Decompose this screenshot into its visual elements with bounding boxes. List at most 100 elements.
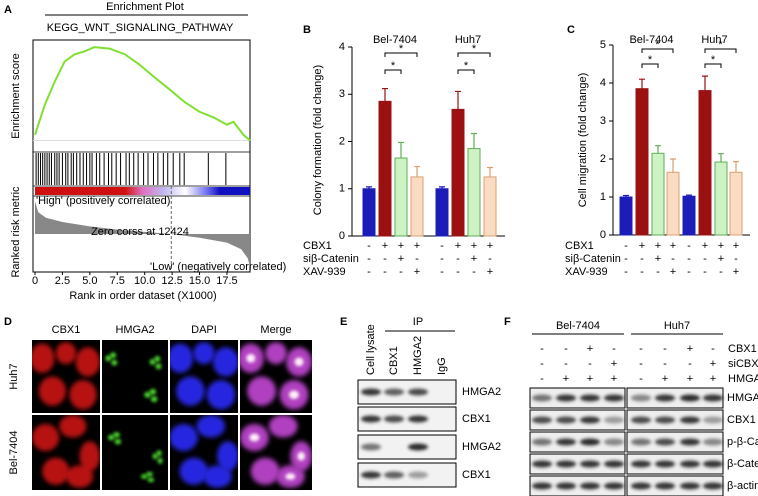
condition-label: XAV-939 [565,266,608,278]
band [631,416,651,424]
error-bar [702,75,708,91]
band [604,416,624,424]
condition-sign: - [367,253,371,265]
band [580,394,600,402]
condition-sign: - [612,343,616,355]
y-tick-label: 1 [339,183,345,195]
condition-sign: - [711,343,715,355]
condition-sign: + [398,240,404,252]
y-tick-label: 2 [339,135,345,147]
condition-label: siCBX1 [728,358,758,370]
significance-star: * [655,39,660,51]
stain [110,352,117,359]
plot-title: Enrichment Plot [106,1,184,13]
condition-sign: - [687,240,691,252]
error-bar [487,166,493,177]
bar [435,188,449,237]
error-bar [455,90,461,110]
bar [682,195,696,236]
condition-label: HMGA2 [728,373,758,385]
condition-sign: - [734,253,738,265]
condition-sign: - [656,266,660,278]
column-header: DAPI [191,324,217,336]
significance-star: * [472,43,477,55]
significance-bracket [384,52,418,57]
condition-sign: + [687,373,693,385]
y-tick-label: 5 [600,39,606,51]
group-label: Huh7 [455,34,481,46]
stain [193,342,215,365]
condition-label: siβ-Catenin [565,253,621,265]
condition-sign: + [733,240,739,252]
condition-sign: + [471,253,477,265]
stain [268,415,298,438]
micrograph-background [102,340,168,413]
condition-sign: + [718,253,724,265]
significance-bracket [704,63,722,68]
y-tick-label: 1 [600,191,606,203]
condition-sign: - [671,253,675,265]
band [408,415,428,423]
condition-sign: - [624,266,628,278]
blot-label: CBX1 [462,469,491,481]
blot-label: β-Catenin [727,458,758,470]
micrograph [102,415,168,490]
band [361,388,381,396]
stain [156,450,162,457]
significance-star: * [648,54,653,66]
error-bar [670,158,676,173]
band [408,443,428,451]
condition-sign: - [624,253,628,265]
condition-sign: - [688,358,692,370]
condition-sign: + [662,373,668,385]
condition-sign: + [611,358,617,370]
stain [196,415,226,438]
condition-sign: + [471,240,477,252]
condition-sign: + [398,253,404,265]
row-header: Bel-7404 [8,430,20,474]
blot [529,409,626,431]
band [680,482,700,490]
micrograph [170,415,238,490]
bar [698,90,712,236]
band [680,394,700,402]
bar [410,176,424,237]
x-tick-label: 12.5 [161,275,182,287]
stain [154,356,161,362]
error-bar [718,153,724,163]
micrograph [32,415,100,490]
error-bar [439,186,445,189]
condition-sign: - [367,266,371,278]
blot-label: p-β-Catenin [727,436,758,448]
bar [362,188,376,237]
condition-sign: - [383,253,387,265]
condition-sign: - [540,343,544,355]
micrograph [240,415,312,490]
significance-star: * [399,43,404,55]
rank-color-bar [35,187,250,195]
band [361,415,381,423]
condition-sign: + [639,240,645,252]
condition-sign: + [611,373,617,385]
panel-label: D [4,316,12,328]
bar [619,196,633,236]
lane-label: HMGA2 [412,336,424,375]
condition-sign: + [587,373,593,385]
stain [144,391,151,398]
enrichment-curve [34,46,251,142]
panel-label: B [303,24,311,36]
bar [483,176,497,237]
bar [729,171,743,236]
y-axis-label: Cell migration (fold change) [577,73,589,208]
condition-sign: + [487,266,493,278]
stain [176,376,205,406]
condition-sign: + [670,266,676,278]
x-tick-label: 5.0 [82,275,97,287]
blot [529,453,626,475]
error-bar [414,165,420,177]
band [655,438,675,446]
stain [247,376,276,406]
x-axis-label: Rank in order dataset (X1000) [69,290,216,302]
stain [113,432,120,438]
plot-frame [32,39,251,273]
